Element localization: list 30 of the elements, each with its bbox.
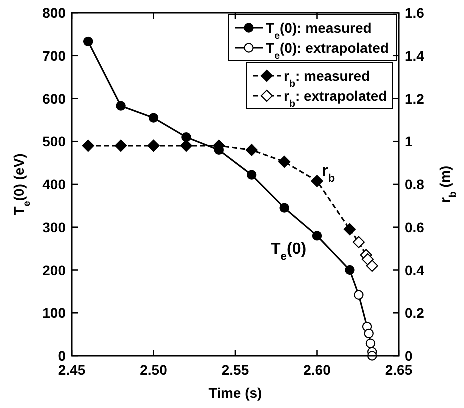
y2-tick-label: 0.8	[405, 176, 425, 192]
y2-tick-label: 0.4	[405, 262, 425, 278]
legend-label: r$_{b}$: extrapolated	[284, 88, 388, 110]
y-tick-label: 500	[42, 134, 66, 150]
x-tick-label: 2.60	[304, 362, 332, 378]
legend-label: r$_{b}$: measured	[284, 68, 370, 90]
y2-tick-label: 1.2	[405, 90, 425, 107]
y2-tick-label: 0	[405, 348, 413, 364]
x-axis-title: Time (s)	[208, 385, 262, 401]
x-tick-label: 2.65	[385, 362, 413, 378]
y-tick-label: 300	[42, 219, 66, 236]
y-tick-label: 200	[42, 262, 66, 278]
annotation: T$_{e}$(0)	[271, 241, 307, 263]
y2-tick-label: 0.6	[405, 219, 425, 236]
y-tick-label: 600	[42, 90, 66, 107]
y2-tick-label: 1	[405, 134, 413, 150]
x-tick-label: 2.45	[58, 362, 86, 378]
legend-label: T$_{e}$(0): extrapolated	[266, 40, 389, 62]
annotation: r$_{b}$	[322, 163, 336, 185]
y-tick-label: 700	[42, 48, 66, 64]
legend-label: T$_{e}$(0): measured	[266, 20, 372, 42]
y-tick-label: 0	[58, 348, 66, 364]
x-tick-label: 2.50	[140, 362, 168, 378]
y-tick-label: 100	[42, 305, 66, 322]
y2-tick-label: 1.6	[405, 5, 425, 21]
y2-tick-label: 0.2	[405, 305, 425, 322]
y2-tick-label: 1.4	[405, 48, 425, 64]
y-tick-label: 400	[42, 176, 66, 192]
x-tick-label: 2.55	[222, 362, 250, 378]
y-tick-label: 800	[42, 5, 66, 21]
